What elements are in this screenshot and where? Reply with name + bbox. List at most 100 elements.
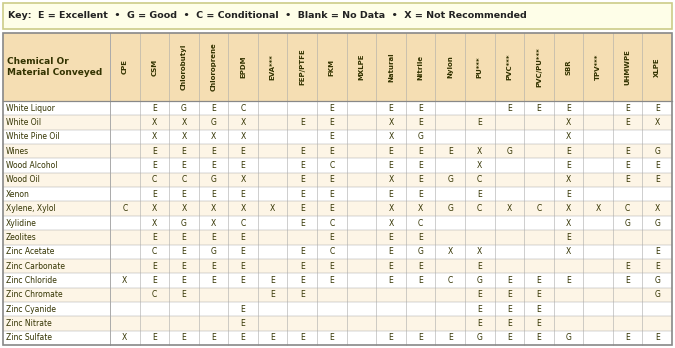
Text: C: C [477, 204, 483, 213]
Text: E: E [389, 161, 394, 170]
Text: E: E [537, 290, 541, 299]
Text: E: E [655, 104, 659, 113]
Text: E: E [537, 333, 541, 342]
Text: E: E [507, 104, 512, 113]
Text: E: E [182, 333, 186, 342]
Text: E: E [625, 175, 630, 184]
Bar [3, 287, 672, 302]
Text: E: E [270, 276, 275, 285]
Text: X: X [152, 204, 157, 213]
Text: X: X [240, 175, 246, 184]
Text: E: E [300, 161, 304, 170]
Text: Natural: Natural [388, 52, 394, 82]
Text: E: E [300, 175, 304, 184]
Text: E: E [625, 262, 630, 270]
Text: E: E [418, 190, 423, 199]
Text: E: E [507, 304, 512, 314]
Text: E: E [389, 104, 394, 113]
Text: X: X [182, 204, 186, 213]
Text: E: E [152, 190, 157, 199]
Bar [3, 245, 672, 259]
Text: Wines: Wines [6, 147, 29, 156]
Text: E: E [152, 161, 157, 170]
Text: E: E [300, 262, 304, 270]
Bar [3, 33, 672, 345]
Text: E: E [300, 219, 304, 228]
Text: X: X [152, 132, 157, 141]
Text: C: C [182, 175, 186, 184]
Text: E: E [211, 262, 216, 270]
Text: E: E [211, 190, 216, 199]
Text: E: E [389, 333, 394, 342]
Text: E: E [477, 304, 482, 314]
Text: E: E [152, 233, 157, 242]
Text: C: C [418, 219, 423, 228]
Text: FEP/PTFE: FEP/PTFE [299, 49, 305, 85]
Text: G: G [448, 204, 453, 213]
Text: X: X [655, 118, 660, 127]
Text: G: G [211, 118, 217, 127]
Bar [3, 101, 672, 115]
Text: E: E [300, 204, 304, 213]
Text: E: E [329, 190, 334, 199]
Text: E: E [655, 247, 659, 256]
Text: X: X [388, 175, 394, 184]
Text: Zinc Acetate: Zinc Acetate [6, 247, 55, 256]
Text: C: C [122, 204, 128, 213]
Text: Zinc Sulfate: Zinc Sulfate [6, 333, 52, 342]
Text: X: X [152, 219, 157, 228]
Text: E: E [241, 276, 246, 285]
Text: E: E [182, 290, 186, 299]
Text: E: E [566, 147, 571, 156]
Text: E: E [655, 161, 659, 170]
Text: E: E [537, 104, 541, 113]
Text: X: X [388, 118, 394, 127]
Text: E: E [182, 190, 186, 199]
Text: X: X [477, 147, 483, 156]
Text: CPE: CPE [122, 60, 128, 74]
Bar [3, 173, 672, 187]
Text: X: X [418, 204, 423, 213]
Text: E: E [329, 118, 334, 127]
Text: E: E [329, 147, 334, 156]
Text: E: E [211, 276, 216, 285]
Text: C: C [152, 247, 157, 256]
Text: X: X [566, 132, 571, 141]
Text: Wood Alcohol: Wood Alcohol [6, 161, 57, 170]
Text: E: E [655, 262, 659, 270]
Text: E: E [182, 247, 186, 256]
Text: X: X [240, 204, 246, 213]
Text: MXLPE: MXLPE [358, 54, 364, 80]
Text: E: E [152, 333, 157, 342]
Text: E: E [152, 147, 157, 156]
Bar [3, 216, 672, 230]
Text: Nylon: Nylon [447, 56, 453, 78]
Text: X: X [211, 219, 216, 228]
Text: C: C [536, 204, 541, 213]
Text: E: E [300, 290, 304, 299]
Text: E: E [566, 104, 571, 113]
Text: TPV***: TPV*** [595, 54, 601, 80]
Text: G: G [211, 175, 217, 184]
Text: X: X [448, 247, 453, 256]
Text: E: E [211, 147, 216, 156]
Text: X: X [122, 276, 128, 285]
Text: E: E [182, 233, 186, 242]
Text: E: E [241, 333, 246, 342]
Text: E: E [418, 276, 423, 285]
Bar [3, 331, 672, 345]
Text: X: X [566, 118, 571, 127]
Text: X: X [655, 204, 660, 213]
Text: Zinc Chloride: Zinc Chloride [6, 276, 57, 285]
Text: E: E [211, 233, 216, 242]
Text: E: E [300, 247, 304, 256]
Text: Zeolites: Zeolites [6, 233, 36, 242]
Text: C: C [329, 219, 335, 228]
Bar [3, 115, 672, 130]
Text: E: E [329, 333, 334, 342]
Text: G: G [654, 290, 660, 299]
Text: E: E [566, 276, 571, 285]
Bar [3, 33, 672, 101]
Text: E: E [477, 118, 482, 127]
Text: E: E [329, 233, 334, 242]
